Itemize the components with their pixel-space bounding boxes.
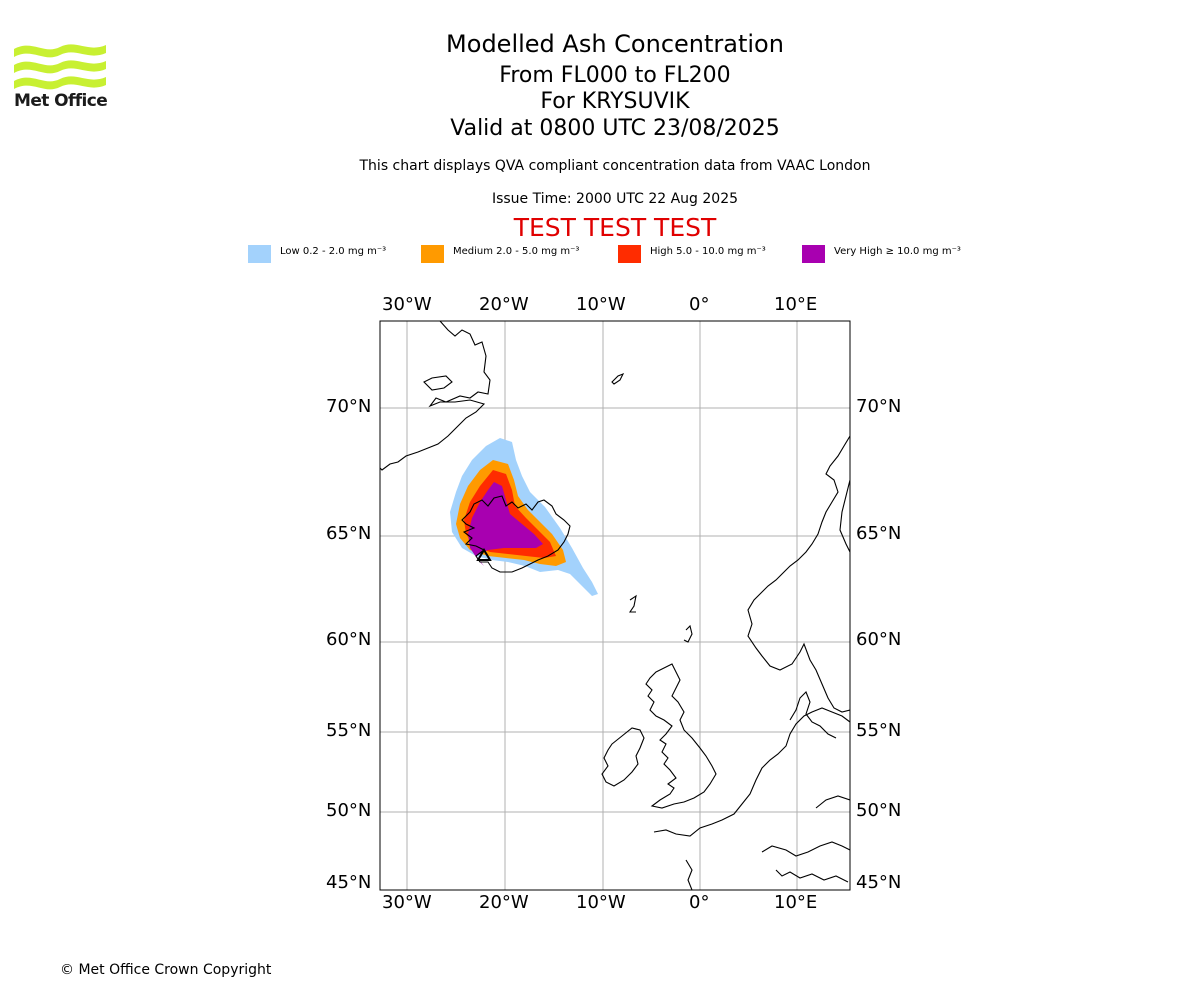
flight-levels: From FL000 to FL200 [499,63,731,88]
lat-label-right-55n: 55°N [856,720,902,741]
lat-label-right-45n: 45°N [856,872,902,893]
lon-label-top-20w: 20°W [479,294,529,315]
chart-title: Modelled Ash Concentration [446,30,784,58]
ash-very-high-region [468,482,543,566]
copyright-notice: © Met Office Crown Copyright [60,962,272,978]
lon-label-bottom-30w: 30°W [382,892,432,913]
legend-swatch-very-high [802,245,825,263]
volcano-name: For KRYSUVIK [540,89,690,114]
legend-label-low: Low 0.2 - 2.0 mg m⁻³ [280,246,387,257]
legend-label-high: High 5.0 - 10.0 mg m⁻³ [650,246,766,257]
coastlines [380,321,850,890]
lon-label-bottom-20w: 20°W [479,892,529,913]
issue-time: Issue Time: 2000 UTC 22 Aug 2025 [491,191,739,207]
lon-label-top-10e: 10°E [774,294,818,315]
lat-label-left-55n: 55°N [326,720,372,741]
lon-label-top-0: 0° [689,294,710,315]
legend-swatch-high [618,245,641,263]
met-office-logo-icon [14,44,106,90]
map-frame-background [380,321,850,890]
lon-label-bottom-10w: 10°W [576,892,626,913]
legend-swatch-medium [421,245,444,263]
lat-label-left-45n: 45°N [326,872,372,893]
chart-description: This chart displays QVA compliant concen… [359,158,871,174]
lon-label-top-10w: 10°W [576,294,626,315]
test-banner: TEST TEST TEST [513,213,717,242]
map-frame [379,320,851,891]
lat-label-left-50n: 50°N [326,800,372,821]
lat-label-left-65n: 65°N [326,523,372,544]
lat-label-left-60n: 60°N [326,629,372,650]
lon-label-bottom-0: 0° [689,892,710,913]
legend-label-medium: Medium 2.0 - 5.0 mg m⁻³ [453,246,580,257]
lon-label-bottom-10e: 10°E [774,892,818,913]
lat-label-right-70n: 70°N [856,396,902,417]
lon-label-top-30w: 30°W [382,294,432,315]
valid-time: Valid at 0800 UTC 23/08/2025 [450,116,780,141]
lat-label-right-50n: 50°N [856,800,902,821]
brand-name: Met Office [14,91,108,111]
volcano-marker-icon [476,548,492,561]
lat-label-right-65n: 65°N [856,523,902,544]
lat-label-right-60n: 60°N [856,629,902,650]
lat-label-left-70n: 70°N [326,396,372,417]
legend-swatch-low [248,245,271,263]
legend-label-very-high: Very High ≥ 10.0 mg m⁻³ [834,246,961,257]
